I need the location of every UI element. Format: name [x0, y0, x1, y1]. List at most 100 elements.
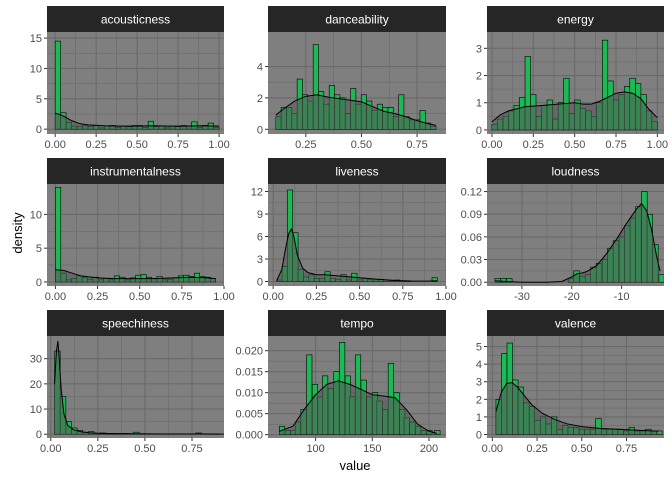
x-tick-label: 0.25	[295, 139, 316, 151]
density-line	[279, 380, 438, 434]
density-line	[276, 227, 438, 282]
y-axis-title: density	[10, 212, 25, 254]
x-tick-label: 0.50	[571, 443, 592, 455]
x-tick-label: 0.75	[167, 139, 188, 151]
density-line	[495, 382, 659, 432]
facet-strip-label: valence	[555, 317, 597, 331]
facet-tempo: tempo 100 150 200 0.000 0.005 0.010 0.015 0.020	[235, 310, 446, 455]
y-tick-label: 0	[36, 124, 42, 136]
y-tick-label: 0	[36, 429, 42, 441]
panel-plot-area	[487, 184, 664, 286]
x-tick-label: 0.25	[526, 443, 547, 455]
x-tick-label: 1.00	[647, 139, 668, 151]
y-tick-label: 0	[257, 124, 263, 136]
y-tick-label: 0	[476, 429, 482, 441]
histogram-bar	[55, 187, 62, 283]
x-tick-label: 1.00	[213, 291, 234, 303]
x-axis-title: value	[339, 458, 370, 473]
facet-acousticness: acousticness 0.00 0.25 0.50 0.75 1.00 0 5 10 15	[30, 6, 230, 151]
y-tick-label: 30	[30, 354, 42, 366]
y-tick-label: 0.03	[461, 255, 482, 267]
density-area	[279, 380, 437, 435]
y-tick-label: 0	[476, 125, 482, 137]
density-area	[491, 91, 658, 130]
y-tick-label: 2	[257, 93, 263, 105]
y-tick-label: 10	[30, 209, 42, 221]
x-tick-label: 0.25	[523, 139, 544, 151]
x-tick-label: 150	[363, 443, 381, 455]
y-tick-label: 9	[257, 209, 263, 221]
y-tick-label: 0.00	[461, 277, 482, 289]
y-tick-label: 0	[36, 277, 42, 289]
y-tick-label: 5	[36, 94, 42, 106]
y-tick-label: 3	[476, 43, 482, 55]
facet-strip-label: tempo	[340, 317, 374, 331]
y-tick-label: 0.000	[235, 430, 263, 442]
facet-strip-label: acousticness	[101, 13, 170, 27]
x-tick-label: 0.75	[181, 443, 202, 455]
x-tick-label: 0.00	[481, 139, 502, 151]
panel-plot-area	[487, 336, 664, 438]
density-line	[275, 94, 437, 126]
density-area	[55, 269, 216, 282]
panel-background	[47, 184, 224, 286]
y-tick-label: 10	[30, 404, 42, 416]
y-tick-label: 2	[476, 394, 482, 406]
panel-plot-area	[47, 32, 224, 134]
y-tick-label: 20	[30, 379, 42, 391]
x-tick-label: 0.00	[262, 291, 283, 303]
x-tick-label: 0.75	[392, 291, 413, 303]
facet-liveness: liveness 0.00 0.25 0.50 0.75 1.00 0 3 6 9 12	[251, 158, 457, 303]
density-area	[275, 94, 436, 130]
facet-strip-label: danceability	[325, 13, 388, 27]
facet-strip	[487, 310, 664, 336]
y-tick-label: 4	[476, 359, 482, 371]
panel-plot-area	[47, 184, 224, 286]
facet-strip	[268, 158, 446, 184]
y-tick-label: 2	[476, 71, 482, 83]
x-tick-label: 0.50	[126, 139, 147, 151]
y-tick-label: 0.12	[461, 187, 482, 199]
facet-instrumentalness: instrumentalness 0.00 0.25 0.50 0.75 1.00 0 5 10	[30, 158, 235, 303]
x-tick-label: 0.00	[45, 291, 66, 303]
x-tick-label: 0.75	[605, 139, 626, 151]
y-tick-label: 1	[476, 412, 482, 424]
y-tick-label: 0	[257, 277, 263, 289]
x-tick-label: 1.00	[435, 291, 456, 303]
x-tick-label: 200	[420, 443, 438, 455]
facet-strip	[268, 6, 446, 32]
x-tick-label: 0.50	[134, 443, 155, 455]
density-area	[495, 382, 659, 435]
y-tick-label: 5	[476, 342, 482, 354]
facet-strip-label: speechiness	[102, 317, 169, 331]
y-tick-label: 5	[36, 243, 42, 255]
facet-strip	[487, 6, 664, 32]
y-tick-label: 10	[30, 63, 42, 75]
panel-plot-area	[268, 32, 446, 134]
density-line	[54, 340, 221, 435]
facet-danceability: danceability 0.25 0.50 0.75 0 2 4	[257, 6, 446, 151]
x-tick-label: 0.25	[85, 139, 106, 151]
y-tick-label: 6	[257, 232, 263, 244]
facet-loudness: loudness -30 -20 -10 0.00 0.03 0.06 0.09 0.12	[461, 158, 664, 303]
x-tick-label: 0.50	[349, 291, 370, 303]
x-tick-label: 0.00	[40, 443, 61, 455]
density-line	[491, 91, 658, 123]
x-tick-label: 0.25	[87, 443, 108, 455]
x-tick-label: 0.50	[351, 139, 372, 151]
y-tick-label: 0.010	[235, 388, 263, 400]
x-tick-label: 0.25	[87, 291, 108, 303]
facet-strip-label: liveness	[335, 165, 378, 179]
facet-strip-label: loudness	[551, 165, 599, 179]
y-tick-label: 3	[257, 254, 263, 266]
x-tick-label: -20	[564, 291, 580, 303]
panel-background	[47, 32, 224, 134]
density-area	[55, 113, 220, 130]
x-tick-label: 0.50	[564, 139, 585, 151]
panel-background	[47, 336, 224, 438]
facet-energy: energy 0.00 0.25 0.50 0.75 1.00 0 1 2 3	[476, 6, 668, 151]
y-tick-label: 4	[257, 62, 263, 74]
x-tick-label: 0.75	[406, 139, 427, 151]
